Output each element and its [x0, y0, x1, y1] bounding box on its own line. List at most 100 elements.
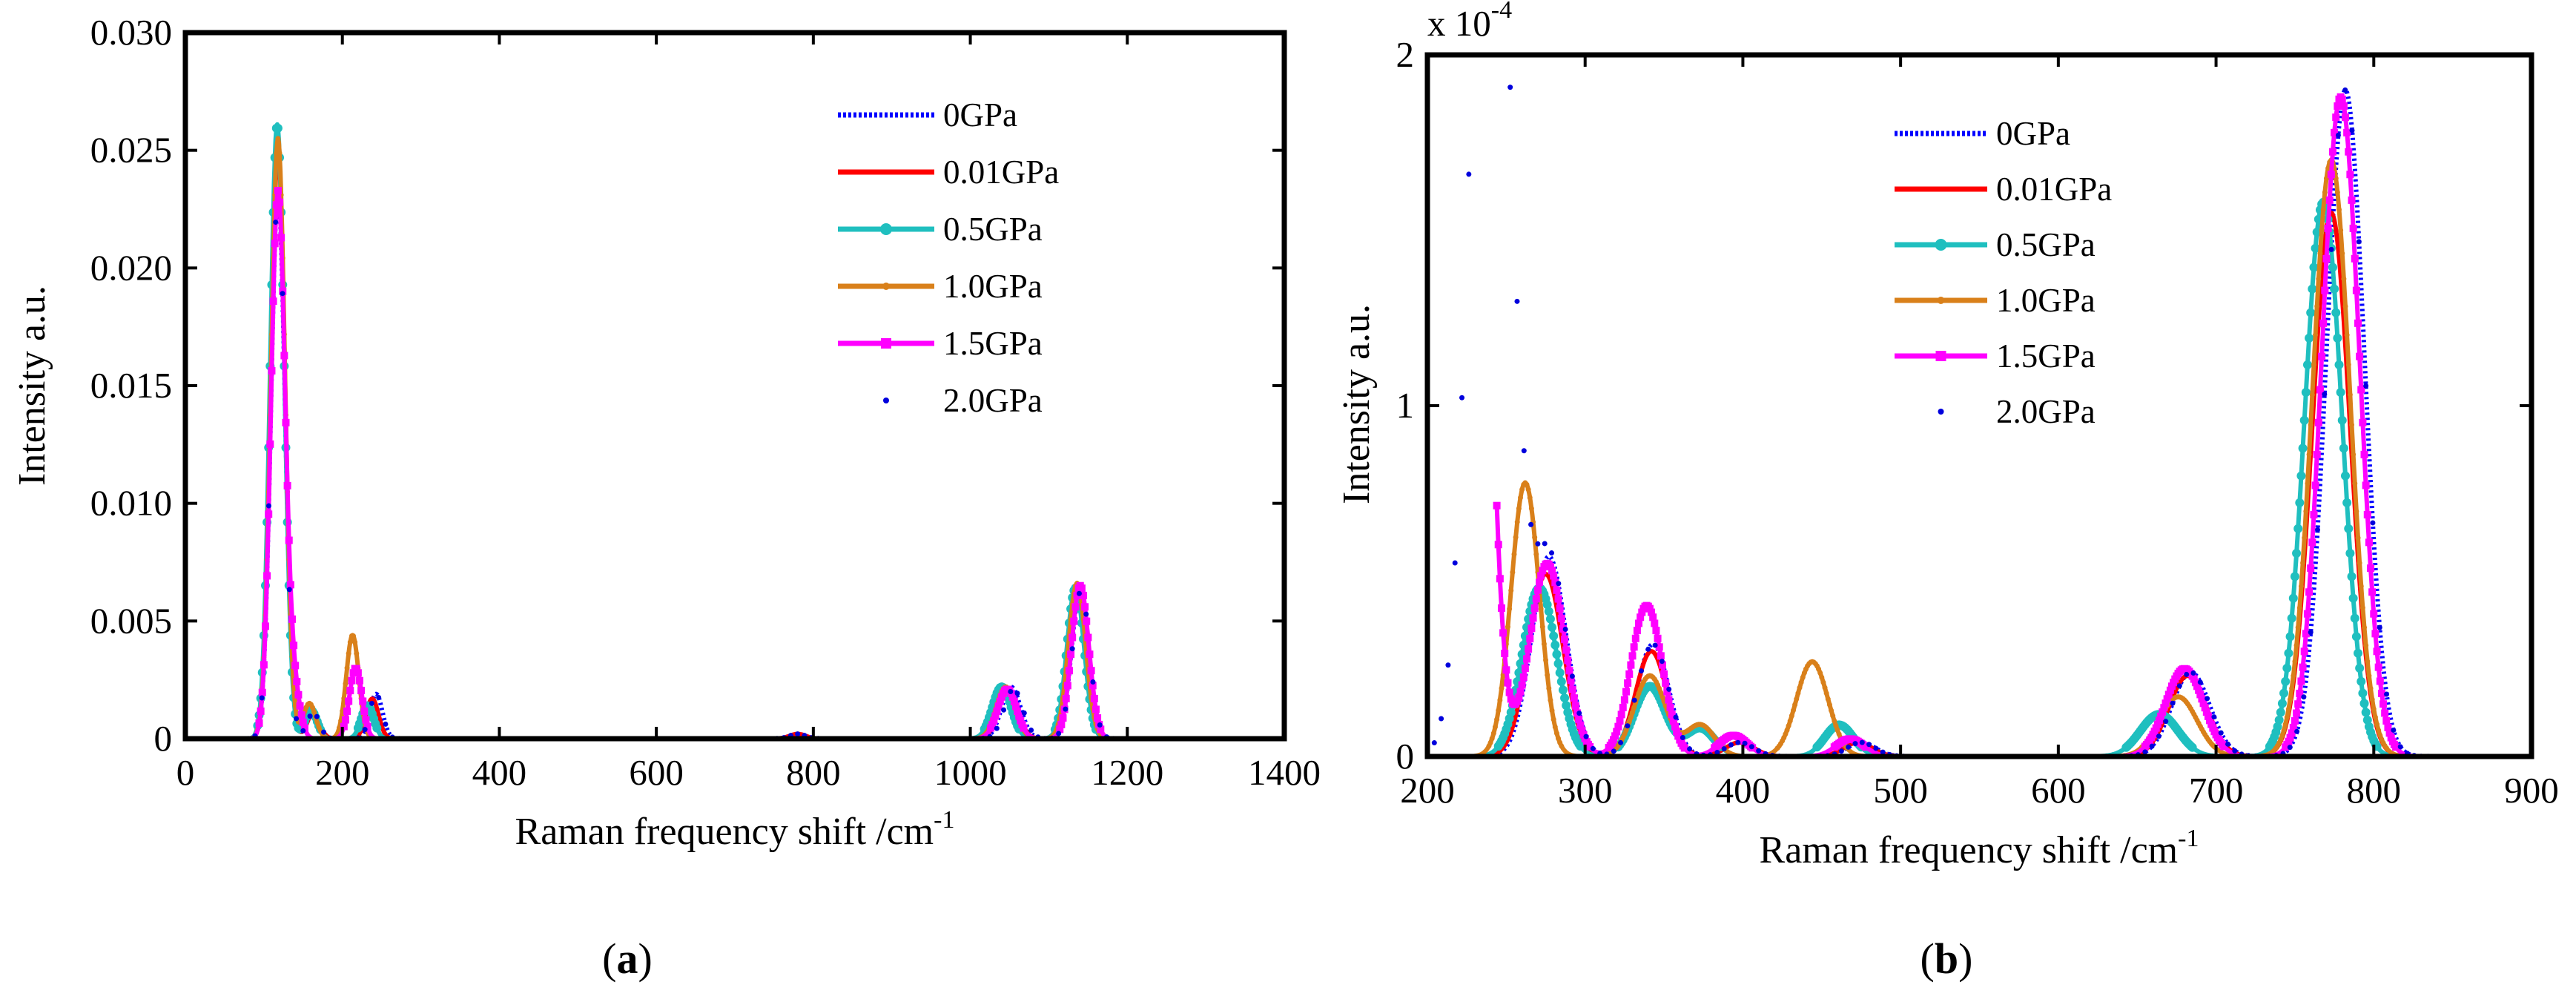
data-marker — [1067, 650, 1075, 659]
data-marker — [1633, 627, 1641, 635]
data-marker — [2338, 227, 2344, 233]
data-point — [2170, 700, 2176, 706]
data-marker — [2387, 733, 2395, 742]
legend-marker — [1937, 297, 1945, 304]
data-marker — [2368, 685, 2374, 691]
legend-entry-0.01GPa: 0.01GPa — [1895, 171, 2112, 208]
data-marker — [2337, 415, 2347, 425]
data-marker — [1613, 728, 1621, 736]
data-marker — [1561, 636, 1569, 644]
data-marker — [2299, 663, 2307, 671]
data-marker — [1550, 640, 1560, 650]
data-marker — [1077, 584, 1086, 593]
data-marker — [346, 650, 351, 656]
data-marker — [1017, 716, 1025, 725]
data-marker — [1544, 607, 1553, 616]
data-marker — [2321, 286, 2329, 294]
data-marker — [2333, 333, 2342, 343]
data-marker — [349, 669, 357, 677]
data-marker — [2302, 630, 2310, 638]
data-marker — [2344, 332, 2350, 338]
data-marker — [2274, 715, 2284, 725]
data-marker — [285, 536, 293, 544]
data-marker — [351, 633, 357, 639]
data-marker — [316, 725, 322, 731]
data-marker — [1784, 727, 1790, 733]
data-point — [1562, 626, 1568, 632]
data-marker — [2357, 560, 2362, 566]
data-marker — [2157, 712, 2165, 720]
data-marker — [2334, 360, 2344, 369]
data-point — [1873, 745, 1879, 751]
data-marker — [2308, 422, 2314, 428]
data-marker — [2327, 171, 2335, 179]
data-marker — [1652, 627, 1660, 635]
data-marker — [2307, 564, 2315, 573]
data-marker — [2285, 632, 2295, 642]
data-marker — [1508, 587, 1514, 593]
data-marker — [1830, 713, 1836, 719]
legend-label: 0GPa — [943, 96, 1017, 133]
data-marker — [1862, 743, 1870, 751]
data-marker — [273, 123, 283, 133]
data-marker — [1097, 725, 1105, 733]
data-marker — [1631, 634, 1639, 642]
data-marker — [2318, 352, 2326, 360]
data-marker — [2206, 716, 2214, 725]
panel-b-y-multiplier: x 10-4 — [1427, 0, 1512, 44]
data-marker — [996, 697, 1004, 705]
data-marker — [2325, 196, 2334, 204]
data-marker — [1627, 661, 1635, 669]
data-marker — [1668, 710, 1676, 719]
data-marker — [2285, 737, 2293, 745]
legend-entry-1.5GPa: 1.5GPa — [838, 325, 1043, 362]
data-marker — [346, 687, 354, 695]
data-marker — [1553, 731, 1559, 736]
data-point — [1021, 710, 1027, 716]
data-marker — [1614, 722, 1622, 731]
data-point — [314, 713, 320, 719]
data-marker — [2339, 444, 2348, 453]
data-marker — [1571, 702, 1579, 710]
data-marker — [294, 690, 303, 699]
data-marker — [1057, 720, 1066, 728]
data-marker — [2339, 102, 2348, 111]
data-marker — [2161, 699, 2170, 708]
legend-entry-1.5GPa: 1.5GPa — [1895, 337, 2096, 375]
data-marker — [1090, 694, 1098, 702]
x-tick-label: 700 — [2189, 770, 2244, 811]
legend-marker — [880, 223, 892, 235]
data-marker — [1826, 702, 1832, 708]
data-marker — [1537, 572, 1545, 580]
data-point — [2294, 728, 2300, 734]
data-marker — [360, 708, 369, 716]
data-marker — [1533, 551, 1539, 557]
data-point — [369, 700, 374, 706]
data-marker — [2289, 685, 2295, 691]
data-point — [994, 725, 1000, 731]
data-point — [1063, 706, 1069, 712]
data-point — [2342, 87, 2348, 93]
data-marker — [2338, 95, 2346, 103]
data-marker — [1538, 606, 1544, 612]
x-tick-label: 800 — [2347, 770, 2402, 811]
data-marker — [2374, 663, 2382, 671]
data-marker — [1545, 672, 1550, 678]
data-marker — [2299, 415, 2309, 425]
data-marker — [2284, 648, 2293, 658]
legend-entry-2.0GPa: 2.0GPa — [1938, 393, 2096, 430]
data-marker — [2383, 745, 2389, 751]
data-marker — [1504, 679, 1512, 687]
data-marker — [2313, 450, 2321, 458]
data-marker — [347, 639, 353, 645]
data-point — [1507, 85, 1513, 90]
data-marker — [1518, 495, 1524, 501]
x-tick-label: 1200 — [1091, 752, 1163, 793]
data-marker — [1519, 487, 1525, 492]
data-point — [1590, 745, 1596, 751]
data-point — [1521, 448, 1527, 454]
x-tick-label: 400 — [1716, 770, 1771, 811]
data-marker — [2155, 716, 2163, 725]
data-marker — [2322, 254, 2331, 263]
data-marker — [2303, 610, 2311, 618]
